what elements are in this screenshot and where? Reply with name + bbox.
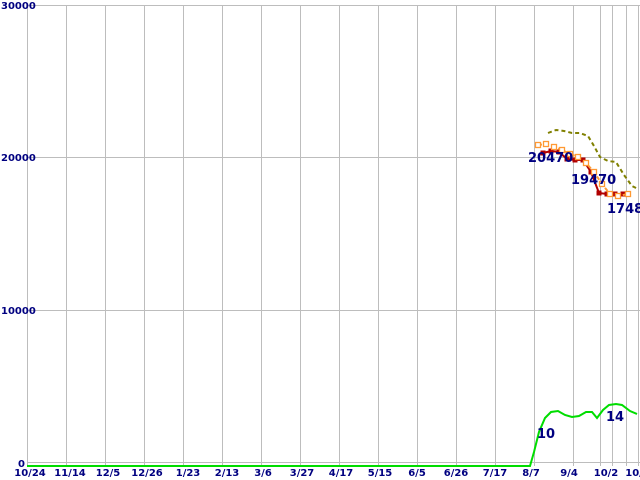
y-axis-tick-label: 20000 <box>1 153 36 164</box>
series-line-green-solid-series <box>27 402 638 467</box>
data-point-label: 10 <box>537 427 555 442</box>
data-point-marker <box>624 190 632 198</box>
y-axis-tick-label: 0 <box>18 459 25 470</box>
series-line-olive-dashed-series <box>547 128 639 190</box>
data-point-label: 14 <box>606 410 624 425</box>
data-point-marker <box>548 148 554 154</box>
x-axis-tick-label: 11/14 <box>54 468 86 479</box>
x-axis-tick-label: 9/4 <box>560 468 578 479</box>
data-point-marker <box>574 153 582 161</box>
x-axis-tick-label: 6/5 <box>408 468 426 479</box>
data-point-marker <box>582 159 590 167</box>
x-axis-tick-label: 8/7 <box>522 468 540 479</box>
data-point-marker <box>606 190 614 198</box>
y-axis-tick-label: 10000 <box>1 306 36 317</box>
x-axis-tick-label: 10/2 <box>594 468 619 479</box>
data-point-marker <box>550 143 558 151</box>
series-layer <box>27 128 639 467</box>
x-axis-tick-label: 3/6 <box>254 468 272 479</box>
x-axis-tick-label: 12/26 <box>131 468 163 479</box>
x-axis-tick-label: 4/17 <box>329 468 354 479</box>
grid-layer <box>27 5 640 466</box>
x-axis-tick-label: 5/15 <box>368 468 393 479</box>
x-axis-tick-label: 12/5 <box>96 468 121 479</box>
x-axis-tick-label: 2/13 <box>215 468 240 479</box>
data-point-marker <box>590 168 598 176</box>
data-point-marker <box>566 150 574 158</box>
data-point-label: 17480 <box>607 202 640 217</box>
data-point-marker <box>596 190 602 196</box>
data-label-layer: 20470 19470 17480 10 14 <box>528 151 640 442</box>
data-point-marker <box>558 146 566 154</box>
x-axis-tick-label: 3/27 <box>290 468 315 479</box>
data-point-label: 20470 <box>528 151 573 166</box>
x-axis-tick-label: 7/17 <box>483 468 508 479</box>
data-point-label: 19470 <box>571 173 616 188</box>
y-axis-tick-label: 30000 <box>1 1 36 12</box>
data-point-marker <box>534 141 542 149</box>
x-axis-tick-label: 10/23 <box>625 468 640 479</box>
data-point-marker <box>614 192 622 200</box>
x-axis-tick-label: 1/23 <box>176 468 201 479</box>
data-point-marker <box>540 150 546 156</box>
data-point-marker <box>542 140 550 148</box>
data-point-marker <box>598 180 606 188</box>
x-axis-tick-label: 6/26 <box>444 468 469 479</box>
x-axis-tick-label: 10/24 <box>14 468 46 479</box>
data-point-marker <box>564 156 570 162</box>
